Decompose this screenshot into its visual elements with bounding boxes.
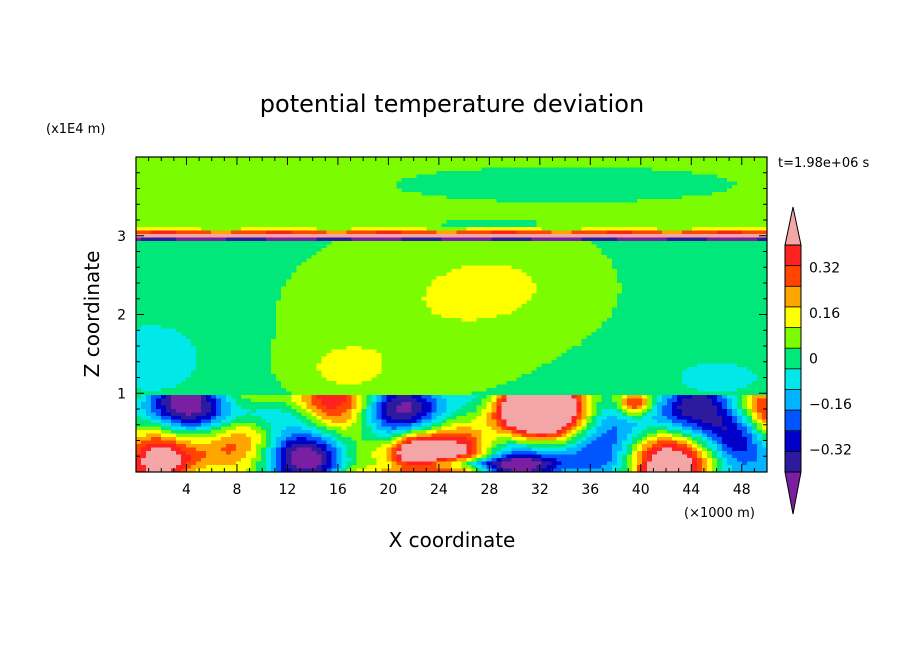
x-tick-label: 48	[733, 482, 751, 498]
colorbar-max-arrow	[784, 206, 802, 246]
chart-title: potential temperature deviation	[260, 90, 644, 118]
time-label: t=1.98e+06 s	[778, 156, 870, 171]
colorbar-segment	[785, 368, 801, 390]
colorbar-segment	[785, 451, 801, 473]
colorbar-frame	[784, 244, 802, 473]
colorbar-segment	[785, 327, 801, 349]
colorbar-segment	[785, 410, 801, 432]
x-tick-label: 36	[581, 482, 599, 498]
x-tick-label: 28	[480, 482, 498, 498]
colorbar: 0.32 0.16 0 −0.16 −0.32	[784, 206, 852, 515]
colorbar-tick-label: 0.16	[809, 306, 840, 322]
colorbar-segment	[785, 306, 801, 328]
x-unit-label: (×1000 m)	[684, 506, 755, 521]
x-tick-label: 40	[632, 482, 650, 498]
colorbar-tick-label: 0	[809, 352, 818, 368]
x-tick-label: 12	[279, 482, 297, 498]
x-tick-label: 4	[182, 482, 191, 498]
x-axis-title: X coordinate	[389, 528, 516, 552]
y-axis-ticks: 1 2 3	[117, 172, 767, 457]
contour-fill	[136, 157, 768, 473]
y-unit-label: (x1E4 m)	[46, 122, 105, 137]
colorbar-segment	[785, 348, 801, 370]
colorbar-segment	[785, 286, 801, 308]
colorbar-tick-label: −0.32	[809, 442, 852, 458]
x-tick-label: 20	[379, 482, 397, 498]
y-tick-label: 3	[117, 229, 126, 245]
colorbar-tick-label: −0.16	[809, 397, 852, 413]
contour-plot-area	[135, 156, 768, 473]
y-tick-label: 1	[117, 386, 126, 402]
x-tick-label: 44	[682, 482, 700, 498]
x-tick-label: 32	[531, 482, 549, 498]
colorbar-segment	[785, 265, 801, 287]
colorbar-segment	[785, 389, 801, 411]
colorbar-min-arrow	[784, 471, 802, 515]
y-tick-label: 2	[117, 308, 126, 324]
colorbar-segment	[785, 245, 801, 267]
colorbar-segment	[785, 430, 801, 452]
colorbar-tick-label: 0.32	[809, 261, 840, 277]
x-tick-label: 16	[329, 482, 347, 498]
x-tick-label: 8	[232, 482, 241, 498]
y-axis-title: Z coordinate	[80, 251, 104, 378]
x-tick-label: 24	[430, 482, 448, 498]
x-axis-ticks: 4 8 12 16 20 24 28 32 36 40 44 48	[148, 157, 755, 498]
